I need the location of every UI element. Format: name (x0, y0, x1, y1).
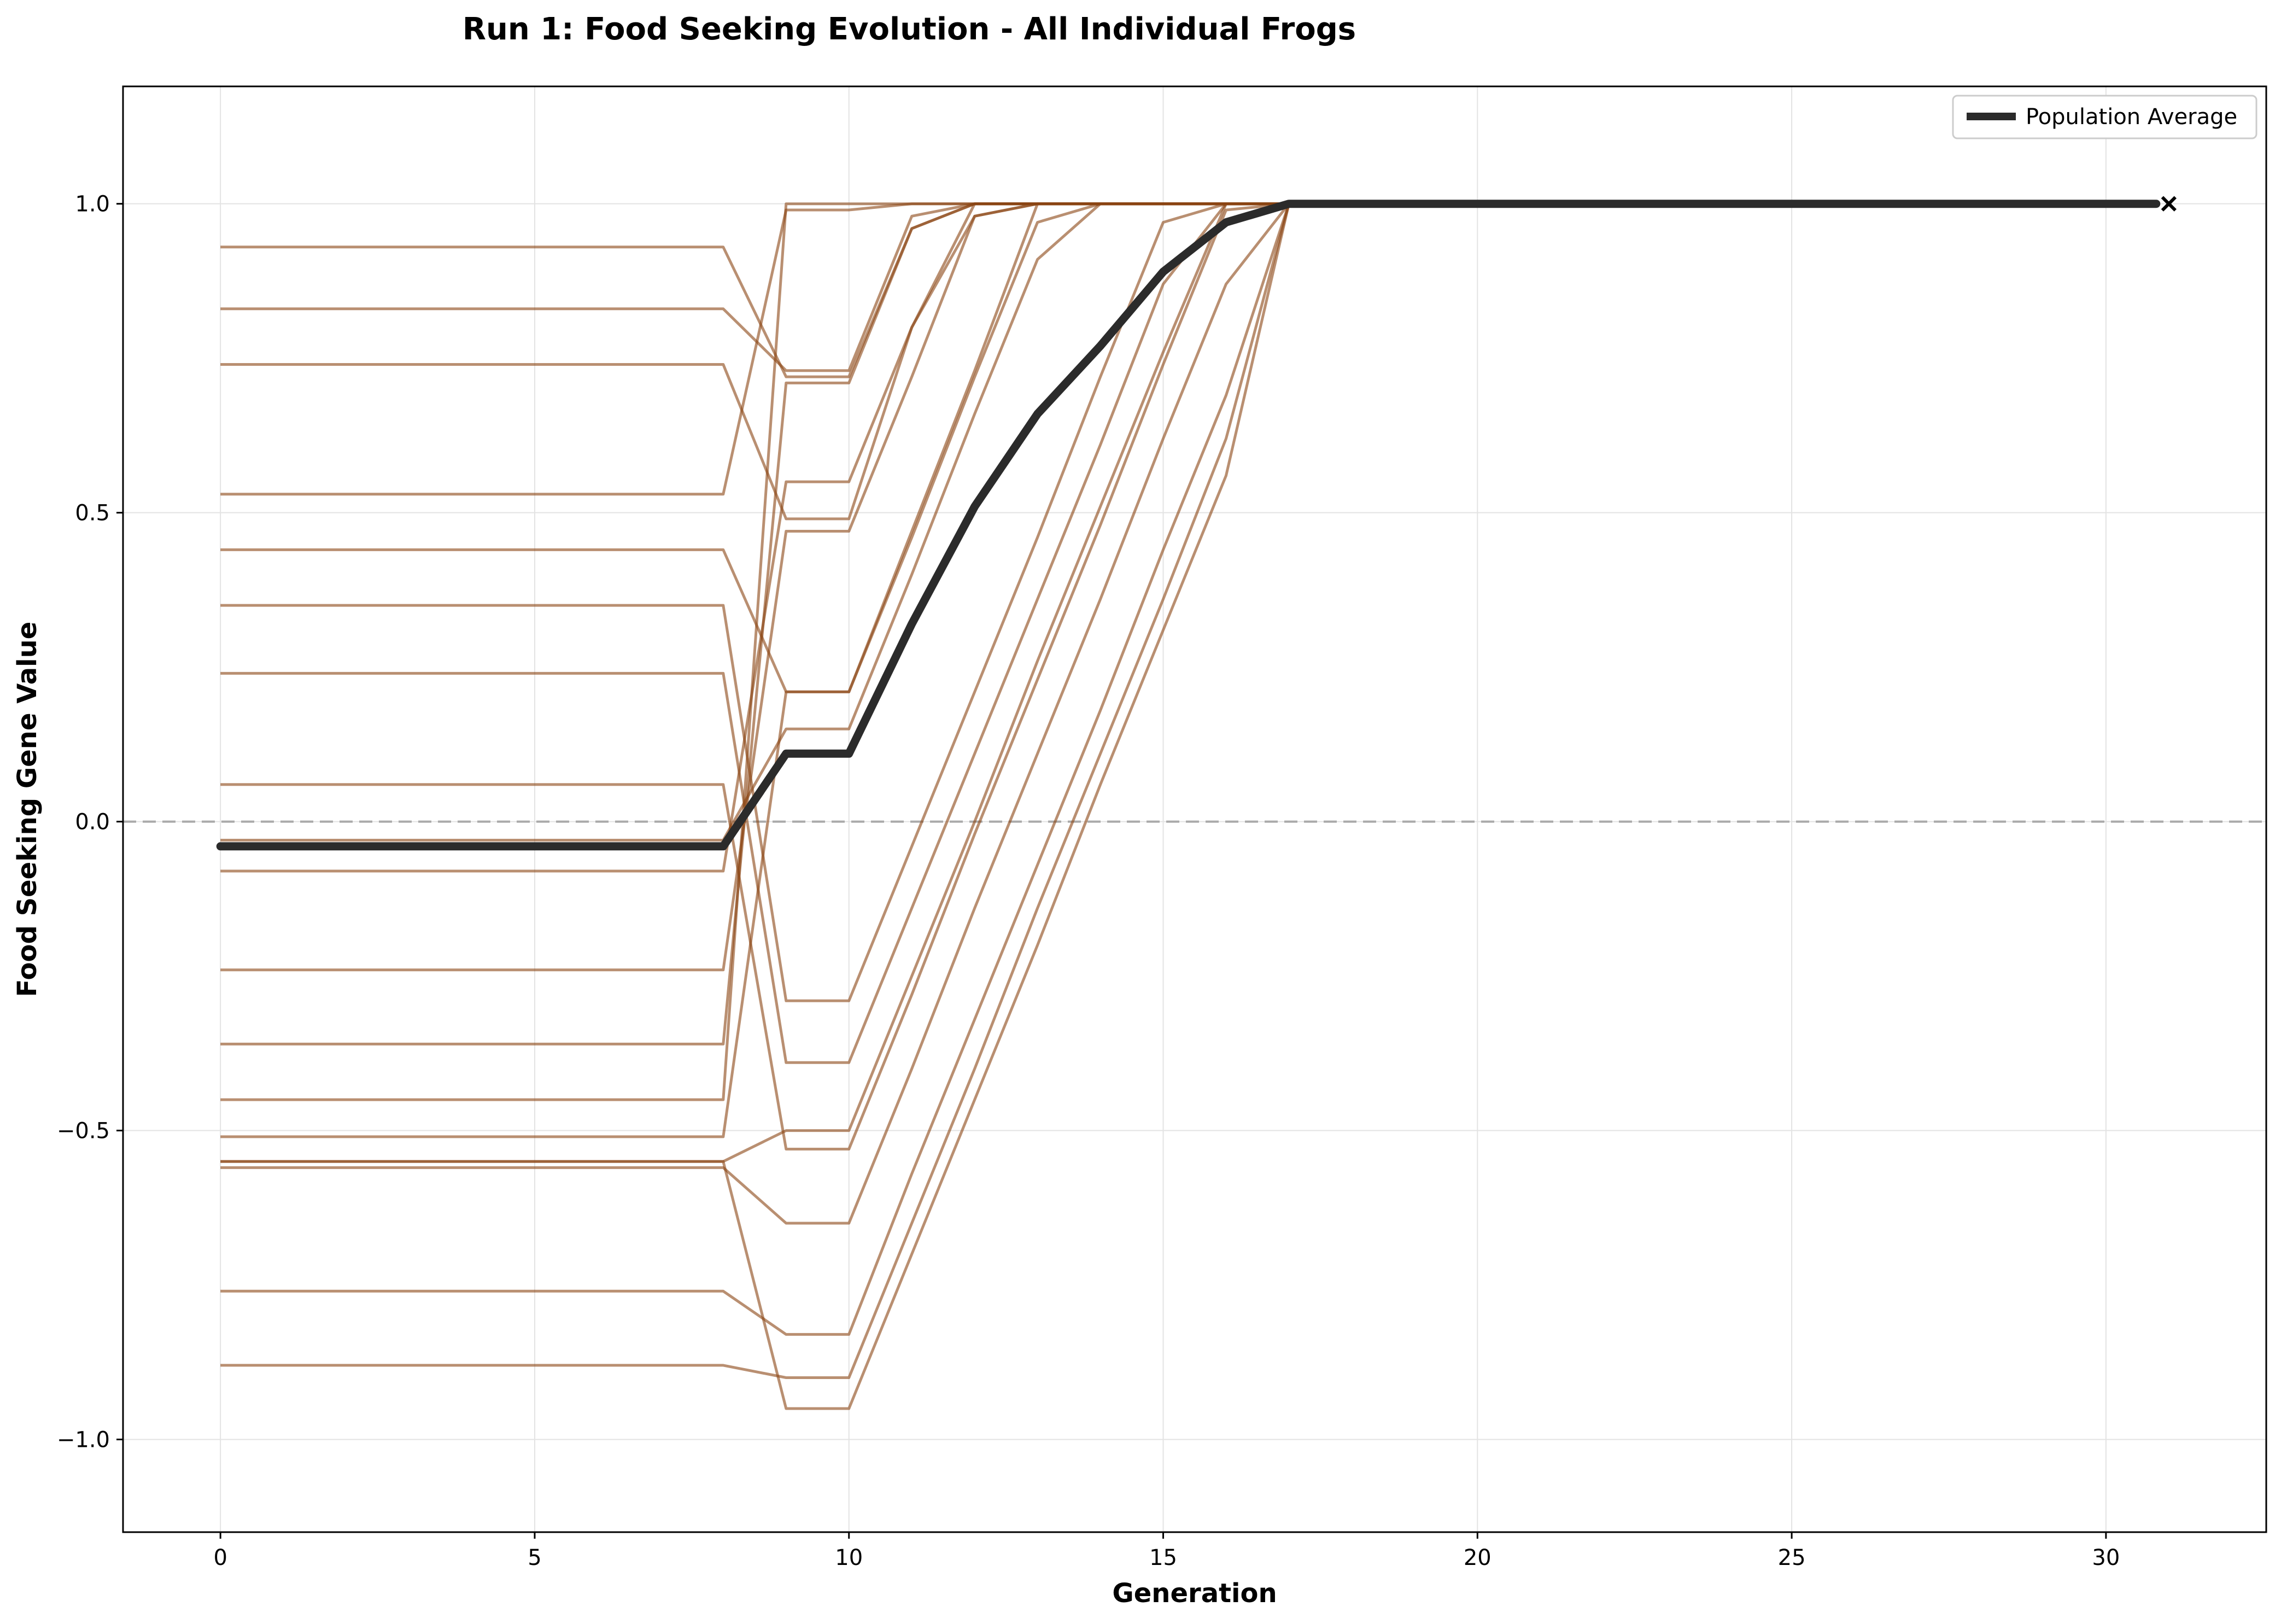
individual-frog-line-14 (220, 202, 1289, 1138)
legend: Population Average (1952, 95, 2257, 139)
x-tick-label: 15 (1149, 1545, 1177, 1570)
x-tick-label: 25 (1778, 1545, 1806, 1570)
y-tick-label: 0.0 (75, 810, 110, 835)
end-x-marker (2161, 196, 2177, 212)
chart-title: Run 1: Food Seeking Evolution - All Indi… (463, 11, 1356, 47)
x-tick-label: 20 (1464, 1545, 1492, 1570)
individual-frog-line-17 (220, 203, 1290, 1336)
y-tick-label: −0.5 (57, 1119, 110, 1144)
x-tick-label: 0 (213, 1545, 227, 1570)
legend-box (1952, 95, 2257, 139)
individual-frog-line-8 (220, 202, 1289, 1150)
legend-average-label: Population Average (2026, 104, 2237, 130)
y-tick-label: 0.5 (75, 501, 110, 526)
population-average-layer (216, 196, 2177, 851)
individual-frog-line-18 (220, 203, 1290, 1379)
individual-frog-line-3 (220, 202, 1289, 521)
individual-frog-lines (220, 202, 1290, 1410)
plot-frame (122, 85, 2267, 1533)
x-tick-label: 5 (528, 1545, 541, 1570)
y-axis-ticks: −1.0 −0.5 0.0 0.5 1.0 (57, 192, 123, 1453)
y-tick-label: 1.0 (75, 192, 110, 217)
individual-frog-line-15 (220, 202, 1289, 1163)
x-tick-label: 30 (2092, 1545, 2120, 1570)
y-tick-label: −1.0 (57, 1428, 110, 1453)
individual-frog-line-19 (220, 203, 1290, 1410)
end-marker-stroke (2161, 196, 2177, 212)
grid (123, 86, 2266, 1532)
y-axis-label: Food Seeking Gene Value (12, 622, 43, 997)
individual-frog-line-2 (220, 202, 1289, 372)
individual-frog-line-6 (220, 202, 1289, 1002)
x-tick-label: 10 (835, 1545, 863, 1570)
individual-frog-line-16 (220, 203, 1290, 1225)
individual-frog-line-5 (220, 202, 1289, 693)
population-average-line (216, 200, 2161, 851)
x-axis-ticks: 0 5 10 15 20 25 30 (213, 1532, 2120, 1570)
x-axis-label: Generation (1112, 1578, 1277, 1609)
